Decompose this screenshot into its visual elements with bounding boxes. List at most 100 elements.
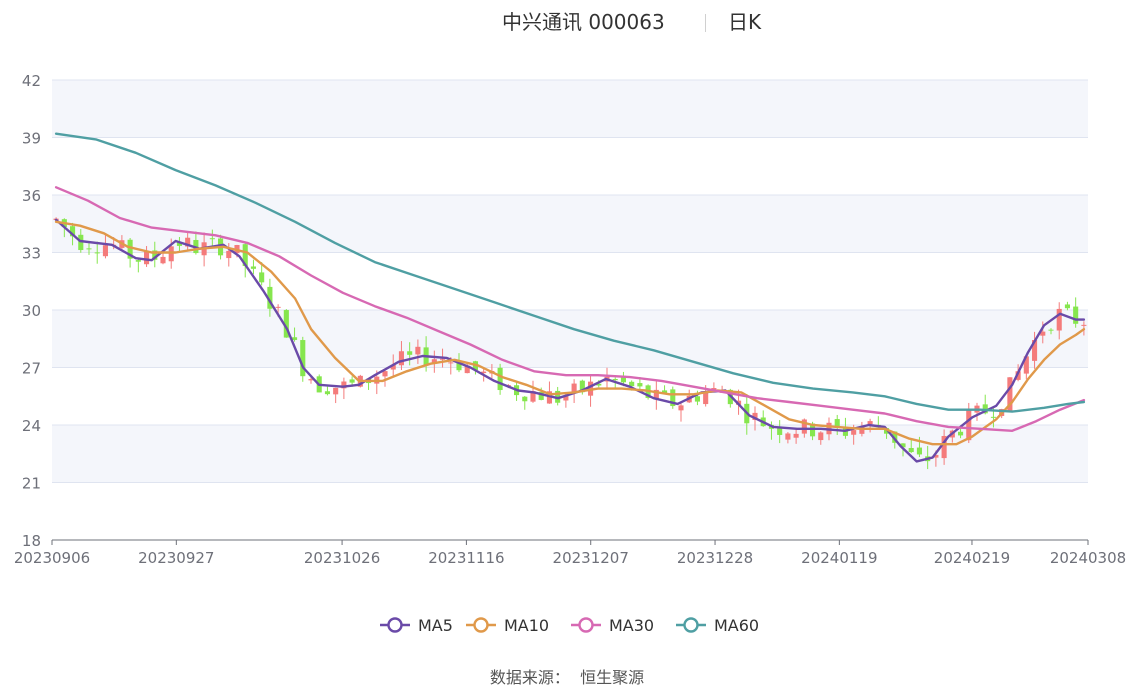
candle-body: [653, 389, 659, 400]
candle-body: [1040, 331, 1046, 336]
y-tick-label: 33: [22, 245, 41, 263]
candle-body: [398, 351, 404, 366]
candle-body: [308, 379, 314, 381]
candle-body: [78, 234, 84, 251]
candle-body: [456, 360, 462, 371]
legend: MA5 MA10 MA30 MA60: [380, 616, 759, 635]
candle-body: [407, 351, 413, 355]
candle-body: [127, 239, 133, 259]
candle-body: [851, 430, 857, 435]
y-axis-tick-labels: 18 21 24 27 30 33 36 39 42: [22, 72, 41, 550]
candle-body: [555, 390, 561, 403]
candle-body: [678, 405, 684, 411]
candle-body: [522, 396, 528, 402]
plot-bands: [52, 80, 1088, 483]
candle-body: [292, 337, 298, 340]
candle-body: [94, 252, 100, 254]
candle-body: [612, 378, 618, 381]
candle-body: [135, 260, 141, 262]
candle-body: [958, 431, 964, 436]
candle-body: [662, 390, 668, 394]
y-tick-label: 36: [22, 187, 41, 205]
candle-body: [176, 242, 182, 246]
legend-marker: [683, 617, 699, 633]
candle-body: [579, 380, 585, 393]
candle-body: [382, 371, 388, 377]
x-tick-label: 20231207: [553, 549, 629, 567]
x-tick-label: 20240119: [801, 549, 877, 567]
candle-body: [990, 416, 996, 418]
candle-body: [70, 226, 76, 237]
candle-body: [431, 359, 437, 364]
x-tick-label: 20240308: [1050, 549, 1126, 567]
candle-body: [250, 266, 256, 269]
candle-body: [908, 447, 914, 453]
legend-label: MA30: [609, 616, 654, 635]
candle-body: [102, 245, 108, 257]
candle-body: [448, 362, 454, 364]
plot-band: [52, 310, 1088, 368]
candle-body: [892, 431, 898, 443]
x-tick-label: 20240219: [934, 549, 1010, 567]
x-tick-label: 20231026: [304, 549, 380, 567]
candle-body: [440, 358, 446, 360]
candle-body: [966, 410, 972, 441]
candle-body: [300, 340, 306, 377]
candle-body: [1056, 308, 1062, 331]
candle-body: [86, 248, 92, 250]
candle-body: [703, 391, 709, 405]
candle-body: [801, 419, 807, 434]
candle-body: [670, 389, 676, 407]
candle-body: [497, 367, 503, 391]
candle-body: [859, 426, 865, 434]
candle-body: [900, 443, 906, 448]
candle-body: [637, 383, 643, 387]
candle-body: [538, 392, 544, 400]
candle-body: [259, 272, 265, 283]
candle-body: [1032, 339, 1038, 361]
candle-body: [694, 396, 700, 402]
y-tick-label: 18: [22, 532, 41, 550]
candle-body: [867, 421, 873, 425]
candle-body: [152, 250, 158, 260]
candle-body: [629, 381, 635, 387]
candle-body: [596, 383, 602, 386]
candle-body: [185, 237, 191, 247]
series-line-ma60: [54, 132, 1086, 413]
candle-body: [333, 387, 339, 395]
candle-body: [1023, 356, 1029, 374]
data-source-note: 数据来源： 恒生聚源: [489, 668, 645, 687]
series-line-ma10: [54, 220, 1086, 446]
candle-body: [1015, 371, 1021, 380]
moving-average-lines: [54, 132, 1086, 463]
y-tick-label: 30: [22, 302, 41, 320]
legend-label: MA5: [418, 616, 453, 635]
candle-body: [620, 375, 626, 383]
chart-period-label: 日K: [728, 10, 762, 34]
candle-body: [275, 306, 281, 308]
x-tick-label: 20231116: [428, 549, 504, 567]
x-axis: 20230906 20230927 20231026 20231116 20231207…: [14, 539, 1126, 567]
y-tick-label: 27: [22, 360, 41, 378]
candle-body: [941, 435, 947, 459]
x-tick-label: 20230906: [14, 549, 90, 567]
legend-label: MA60: [714, 616, 759, 635]
candle-body: [793, 433, 799, 438]
y-tick-label: 24: [22, 417, 41, 435]
legend-label: MA10: [504, 616, 549, 635]
candle-body: [571, 383, 577, 393]
candle-body: [563, 395, 569, 401]
candle-body: [481, 371, 487, 374]
series-line-ma5: [54, 218, 1086, 463]
candle-body: [324, 391, 330, 395]
candle-body: [834, 419, 840, 427]
candle-body: [916, 447, 922, 455]
legend-marker: [473, 617, 489, 633]
candle-body: [226, 250, 232, 259]
y-tick-label: 39: [22, 130, 41, 148]
gridlines: [52, 79, 1088, 483]
x-tick-label: 20231228: [677, 549, 753, 567]
series-line-ma30: [54, 186, 1086, 432]
title-divider: [705, 14, 706, 32]
candle-body: [1048, 329, 1054, 331]
